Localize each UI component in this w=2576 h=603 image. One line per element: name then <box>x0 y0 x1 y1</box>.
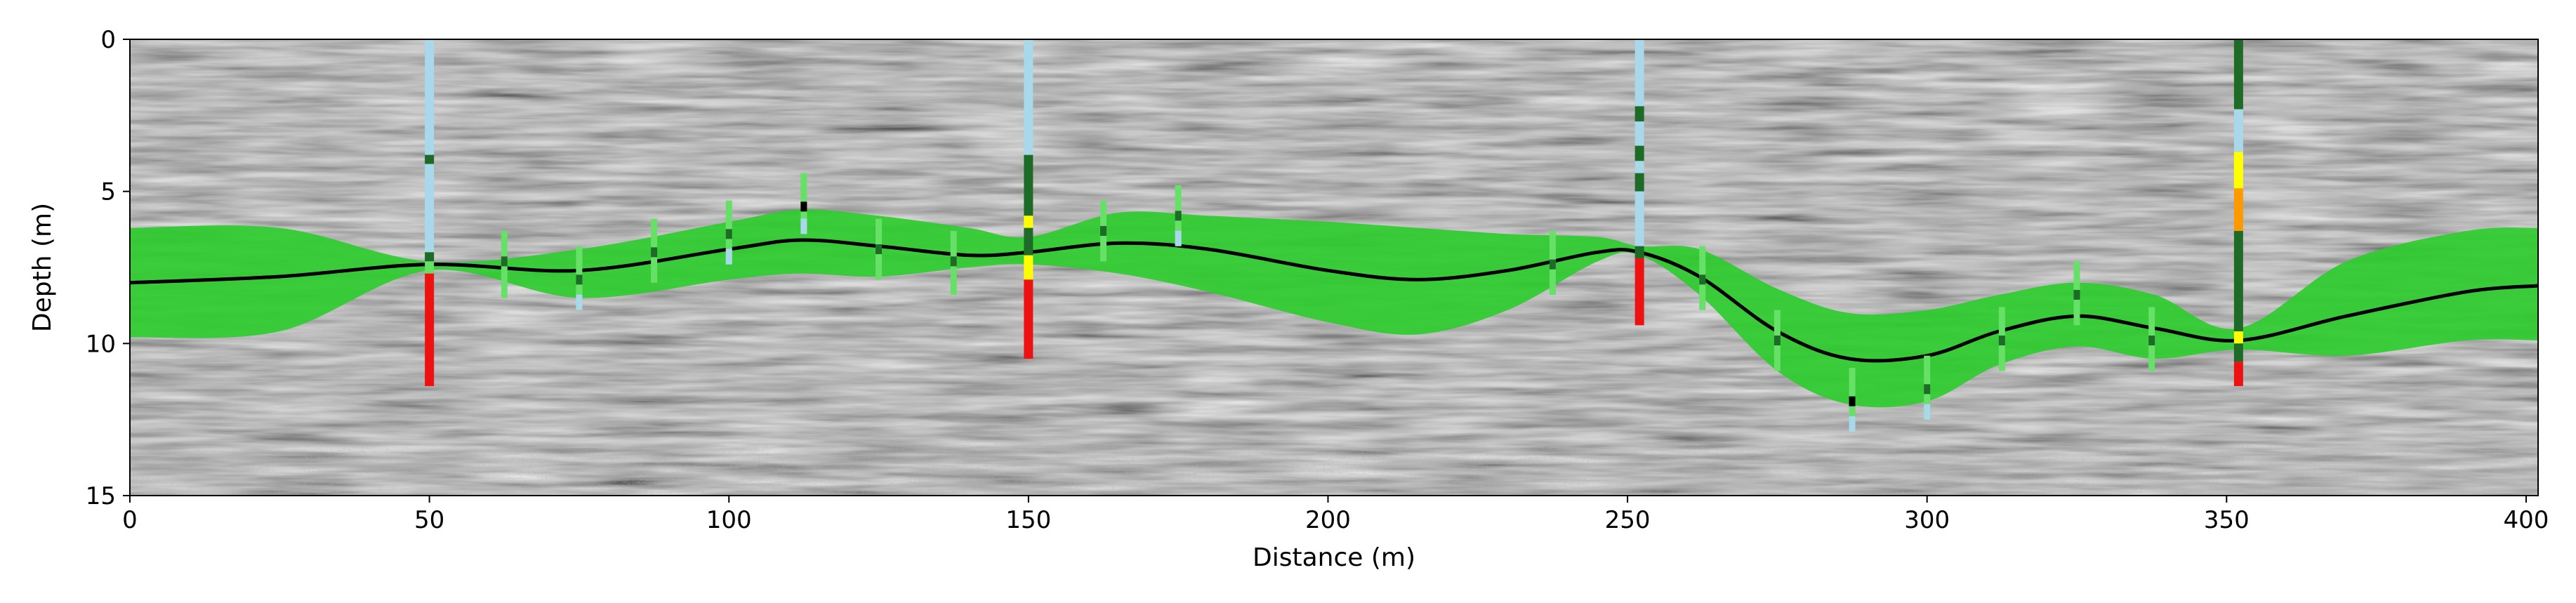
borehole-log-segment <box>1634 121 1644 146</box>
observation-tick-mark <box>1549 259 1556 270</box>
observation-tick-mark <box>1699 274 1706 285</box>
y-tick-label: 15 <box>86 482 116 510</box>
observation-tick-mark <box>950 256 957 267</box>
borehole-log-segment <box>2233 343 2243 362</box>
x-tick-label: 300 <box>1904 506 1950 534</box>
x-tick-label: 150 <box>1005 506 1051 534</box>
radargram-noise-floor <box>130 444 2538 496</box>
x-tick-label: 100 <box>706 506 752 534</box>
observation-tick-mark <box>725 229 732 239</box>
observation-tick-mark <box>1175 211 1182 221</box>
borehole-log-segment <box>1024 39 1033 155</box>
borehole-log-segment <box>1634 39 1644 107</box>
x-tick-label: 250 <box>1605 506 1651 534</box>
borehole-log-segment <box>425 273 435 386</box>
borehole-log-segment <box>1634 191 1644 246</box>
interpreted-horizon-line <box>130 238 2538 363</box>
borehole-log-segment <box>1024 279 1033 359</box>
borehole-log-segment <box>1634 173 1644 192</box>
borehole-log-segment <box>425 39 435 155</box>
observation-tick-mark <box>1100 226 1107 236</box>
borehole-log-segment <box>1024 154 1033 216</box>
borehole-log-segment <box>425 261 435 274</box>
borehole-log-segment <box>1634 106 1644 121</box>
plot-frame <box>129 39 2539 496</box>
y-tick-label: 0 <box>100 26 116 54</box>
x-tick-label: 50 <box>414 506 444 534</box>
borehole-log-segment <box>1634 145 1644 161</box>
x-axis: 0 50 100 150 200 250 300 350 400 <box>122 496 2549 534</box>
y-axis-label: Depth (m) <box>28 203 57 332</box>
y-tick-label: 5 <box>100 178 116 206</box>
x-tick-label: 200 <box>1305 506 1351 534</box>
borehole-log-segment <box>2233 39 2243 110</box>
observation-tick-tip <box>800 218 807 234</box>
x-tick-label: 0 <box>122 506 138 534</box>
observation-tick-tip <box>1175 230 1182 246</box>
borehole-log-segment <box>1634 246 1644 258</box>
borehole-log-layer <box>425 39 2243 386</box>
observation-tick-mark <box>1849 396 1856 406</box>
borehole-log-segment <box>1634 258 1644 326</box>
observation-tick-mark <box>800 201 807 212</box>
observation-tick-mark <box>501 256 508 267</box>
borehole-log-segment <box>2233 231 2243 331</box>
borehole-log-segment <box>2233 362 2243 386</box>
borehole-log-segment <box>2233 109 2243 152</box>
observation-tick-tip <box>1924 404 1931 420</box>
borehole-log-segment <box>2233 331 2243 344</box>
borehole-log-segment <box>425 154 435 164</box>
observation-tick-mark <box>1998 336 2005 345</box>
borehole-log-segment <box>425 164 435 253</box>
observation-tick-tip <box>1849 416 1856 432</box>
observation-tick-mark <box>1774 336 1781 345</box>
observation-tick-tip <box>576 294 583 310</box>
observation-tick-mark <box>651 247 658 258</box>
x-axis-label: Distance (m) <box>1253 543 1415 572</box>
borehole-log-segment <box>1024 216 1033 228</box>
borehole-log-segment <box>1024 227 1033 256</box>
x-tick-label: 350 <box>2204 506 2250 534</box>
borehole-log-segment <box>2233 152 2243 189</box>
borehole-log-segment <box>2233 188 2243 231</box>
interpreted-horizon-layer <box>130 238 2538 363</box>
observation-tick-mark <box>1924 384 1931 395</box>
borehole-log-segment <box>425 252 435 262</box>
observation-tick-mark <box>2148 336 2155 345</box>
y-tick-label: 10 <box>86 330 116 358</box>
observation-tick-mark <box>576 274 583 285</box>
observation-tick-mark <box>2073 290 2080 300</box>
y-axis: 0 5 10 15 <box>86 26 130 510</box>
observation-tick-mark <box>876 244 883 254</box>
observation-tick-layer <box>501 173 2155 432</box>
borehole-log-segment <box>1024 255 1033 280</box>
borehole-log-segment <box>1634 161 1644 173</box>
x-tick-label: 400 <box>2503 506 2549 534</box>
observation-tick-tip <box>725 249 732 265</box>
